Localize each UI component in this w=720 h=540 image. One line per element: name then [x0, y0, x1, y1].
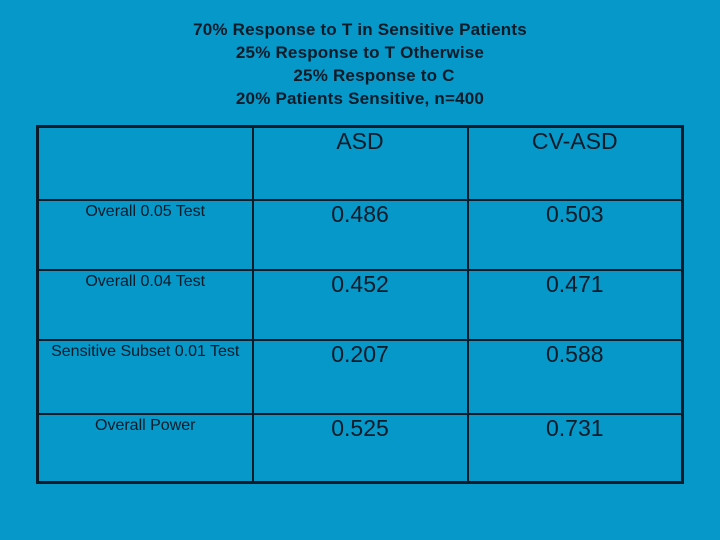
row-label: Overall Power: [36, 412, 254, 484]
column-header-empty: [36, 125, 254, 201]
title-line-1: 70% Response to T in Sensitive Patients: [193, 20, 527, 39]
cell-value: 0.503: [466, 198, 684, 271]
column-header-cv-asd: CV-ASD: [466, 125, 684, 201]
row-label: Overall 0.05 Test: [36, 198, 254, 271]
cell-value: 0.525: [251, 412, 469, 484]
table-row: Overall 0.04 Test 0.452 0.471: [36, 268, 684, 341]
table-row: Sensitive Subset 0.01 Test 0.207 0.588: [36, 338, 684, 415]
table-row: Overall Power 0.525 0.731: [36, 412, 684, 484]
title-line-2: 25% Response to T Otherwise: [235, 43, 485, 62]
table-header-row: ASD CV-ASD: [36, 125, 684, 201]
title-line-4: 20% Patients Sensitive, n=400: [235, 89, 485, 108]
cell-value: 0.452: [251, 268, 469, 341]
table-row: Overall 0.05 Test 0.486 0.503: [36, 198, 684, 271]
cell-value: 0.588: [466, 338, 684, 415]
title-line-3: 25% Response to C: [293, 66, 455, 85]
cell-value: 0.486: [251, 198, 469, 271]
column-header-asd: ASD: [251, 125, 469, 201]
cell-value: 0.731: [466, 412, 684, 484]
row-label: Overall 0.04 Test: [36, 268, 254, 341]
slide-title: 70% Response to T in Sensitive Patients …: [0, 18, 720, 110]
results-table: ASD CV-ASD Overall 0.05 Test 0.486 0.503…: [36, 125, 684, 484]
row-label: Sensitive Subset 0.01 Test: [36, 338, 254, 415]
cell-value: 0.471: [466, 268, 684, 341]
cell-value: 0.207: [251, 338, 469, 415]
